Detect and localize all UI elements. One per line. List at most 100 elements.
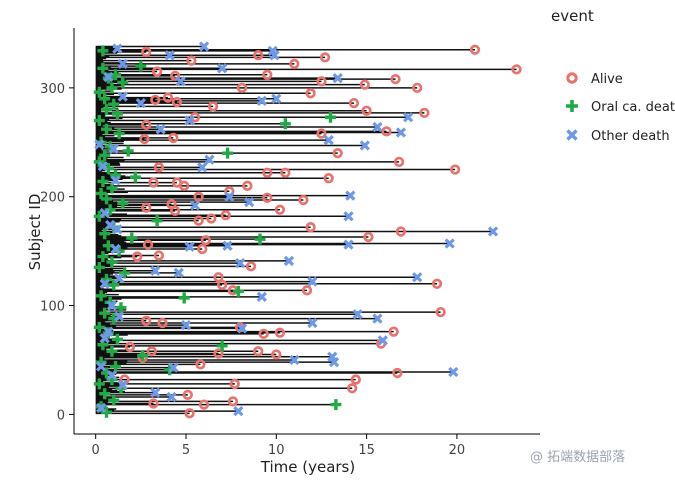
marker-other-death[interactable] [103, 326, 114, 337]
marker-alive[interactable] [148, 398, 159, 409]
marker-other-death[interactable] [444, 238, 455, 249]
marker-alive[interactable] [253, 346, 264, 357]
marker-other-death[interactable] [222, 240, 233, 251]
marker-alive[interactable] [132, 251, 143, 262]
marker-oral-ca-death[interactable] [97, 175, 109, 187]
marker-alive[interactable] [347, 383, 358, 394]
marker-alive[interactable] [141, 46, 152, 58]
marker-alive[interactable] [213, 348, 224, 359]
marker-oral-ca-death[interactable] [93, 321, 105, 333]
marker-oral-ca-death[interactable] [122, 145, 134, 157]
marker-other-death[interactable] [216, 63, 228, 74]
marker-oral-ca-death[interactable] [101, 104, 113, 116]
marker-other-death[interactable] [114, 273, 125, 284]
marker-other-death[interactable] [106, 370, 118, 381]
marker-other-death[interactable] [377, 335, 388, 346]
marker-oral-ca-death[interactable] [119, 267, 131, 279]
marker-oral-ca-death[interactable] [106, 345, 118, 357]
marker-oral-ca-death[interactable] [93, 86, 105, 98]
marker-alive[interactable] [316, 76, 327, 87]
legend-item-oral-ca-death[interactable]: Oral ca. death [566, 100, 675, 115]
marker-alive[interactable] [153, 162, 165, 173]
marker-oral-ca-death[interactable] [324, 111, 336, 123]
marker-other-death[interactable] [117, 91, 128, 102]
marker-alive[interactable] [301, 285, 313, 296]
marker-alive[interactable] [182, 389, 193, 400]
marker-oral-ca-death[interactable] [232, 285, 244, 297]
marker-other-death[interactable] [150, 265, 161, 276]
legend-item-alive[interactable]: Alive [566, 72, 623, 87]
marker-other-death[interactable] [487, 226, 499, 237]
marker-other-death[interactable] [108, 143, 119, 154]
marker-alive[interactable] [168, 132, 179, 144]
marker-other-death[interactable] [94, 139, 105, 150]
marker-alive[interactable] [229, 378, 240, 390]
marker-alive[interactable] [390, 74, 401, 85]
marker-alive[interactable] [245, 261, 257, 272]
marker-alive[interactable] [193, 191, 204, 202]
marker-alive[interactable] [323, 173, 334, 184]
marker-alive[interactable] [213, 272, 224, 283]
marker-alive[interactable] [141, 119, 152, 131]
marker-oral-ca-death[interactable] [99, 149, 111, 161]
marker-other-death[interactable] [412, 272, 423, 283]
marker-alive[interactable] [431, 278, 443, 289]
marker-other-death[interactable] [106, 300, 118, 311]
marker-oral-ca-death[interactable] [151, 215, 163, 227]
marker-other-death[interactable] [99, 278, 110, 289]
marker-alive[interactable] [195, 359, 206, 370]
marker-alive[interactable] [289, 58, 300, 70]
marker-other-death[interactable] [110, 175, 121, 186]
marker-oral-ca-death[interactable] [108, 394, 120, 406]
marker-other-death[interactable] [359, 140, 370, 151]
marker-alive[interactable] [227, 396, 239, 407]
marker-other-death[interactable] [352, 309, 363, 320]
marker-oral-ca-death[interactable] [97, 45, 109, 57]
marker-alive[interactable] [171, 96, 183, 108]
marker-alive[interactable] [146, 346, 157, 357]
marker-alive[interactable] [186, 55, 197, 66]
marker-other-death[interactable] [184, 241, 195, 252]
marker-alive[interactable] [412, 82, 423, 94]
marker-alive[interactable] [258, 328, 269, 340]
marker-other-death[interactable] [283, 255, 295, 267]
marker-alive[interactable] [179, 180, 190, 191]
marker-alive[interactable] [305, 222, 316, 233]
marker-alive[interactable] [198, 399, 210, 410]
marker-alive[interactable] [150, 94, 161, 105]
marker-alive[interactable] [236, 82, 248, 94]
marker-alive[interactable] [395, 226, 407, 237]
marker-oral-ca-death[interactable] [99, 307, 111, 319]
marker-oral-ca-death[interactable] [117, 197, 129, 209]
marker-alive[interactable] [141, 315, 152, 326]
marker-other-death[interactable] [244, 197, 255, 208]
marker-oral-ca-death[interactable] [113, 128, 125, 140]
marker-other-death[interactable] [395, 127, 407, 138]
marker-oral-ca-death[interactable] [135, 60, 147, 72]
marker-alive[interactable] [271, 349, 282, 360]
marker-other-death[interactable] [110, 243, 121, 255]
marker-other-death[interactable] [166, 391, 177, 403]
marker-alive[interactable] [262, 192, 273, 203]
marker-alive[interactable] [332, 148, 343, 159]
marker-other-death[interactable] [114, 311, 125, 322]
marker-oral-ca-death[interactable] [93, 378, 105, 390]
marker-other-death[interactable] [112, 43, 123, 54]
marker-other-death[interactable] [112, 224, 123, 235]
marker-alive[interactable] [142, 239, 154, 250]
marker-alive[interactable] [148, 177, 159, 188]
marker-alive[interactable] [511, 64, 522, 75]
marker-other-death[interactable] [224, 191, 235, 202]
marker-alive[interactable] [359, 79, 370, 90]
marker-other-death[interactable] [269, 50, 280, 61]
marker-oral-ca-death[interactable] [93, 115, 105, 127]
marker-oral-ca-death[interactable] [108, 279, 120, 291]
marker-other-death[interactable] [233, 406, 244, 417]
marker-other-death[interactable] [256, 291, 267, 302]
marker-alive[interactable] [157, 317, 168, 329]
marker-other-death[interactable] [289, 354, 300, 366]
marker-alive[interactable] [361, 105, 372, 116]
marker-oral-ca-death[interactable] [99, 93, 111, 105]
marker-oral-ca-death[interactable] [129, 171, 141, 183]
marker-alive[interactable] [220, 210, 231, 221]
